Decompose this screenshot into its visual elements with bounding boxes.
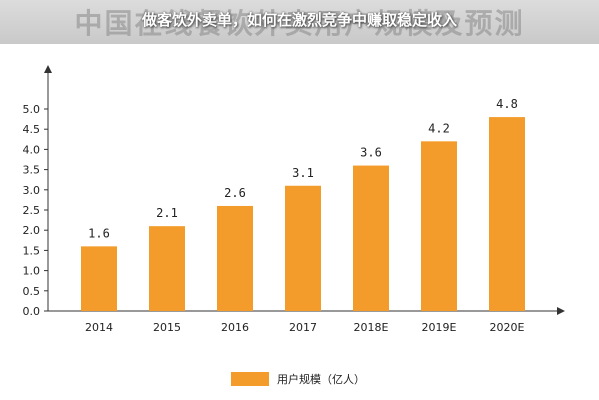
x-tick-label: 2018E	[354, 321, 389, 334]
background-title: 中国在线餐饮外卖用户规模及预测	[74, 7, 525, 40]
x-tick-label: 2015	[153, 321, 181, 334]
bars: 1.6 2.1 2.6 3.1 3.6 4.2 4.8	[81, 97, 525, 311]
y-tick-label: 0.0	[23, 305, 41, 318]
legend-label: 用户规模（亿人）	[277, 372, 365, 386]
data-label: 2.1	[156, 206, 178, 220]
bar-2017	[285, 185, 321, 311]
y-axis-arrow	[44, 65, 52, 73]
x-tick-label: 2016	[221, 321, 249, 334]
legend: 用户规模（亿人）	[231, 372, 365, 386]
data-label: 4.2	[428, 121, 450, 135]
bar-2019E	[421, 141, 457, 311]
data-label: 1.6	[88, 226, 110, 240]
bar-2016	[217, 205, 253, 311]
y-tick-label: 1.0	[23, 265, 41, 278]
legend-swatch	[231, 372, 269, 386]
title-bar: 中国在线餐饮外卖用户规模及预测 做客饮外卖单，如何在激烈竞争中赚取稳定收入	[0, 0, 599, 44]
x-tick-label: 2019E	[422, 321, 457, 334]
y-tick-label: 1.5	[23, 244, 41, 257]
bar-2015	[149, 226, 185, 311]
data-label: 3.1	[292, 166, 314, 180]
y-tick-label: 3.5	[23, 164, 41, 177]
y-tick-label: 0.5	[23, 285, 41, 298]
bar-2018E	[353, 165, 389, 311]
data-label: 2.6	[224, 186, 246, 200]
overlay-title: 做客饮外卖单，如何在激烈竞争中赚取稳定收入	[141, 11, 457, 29]
y-tick-label: 3.0	[23, 184, 41, 197]
y-tick-label: 4.5	[23, 123, 41, 136]
x-tick-label: 2017	[289, 321, 317, 334]
y-tick-label: 2.5	[23, 204, 41, 217]
y-tick-label: 5.0	[23, 103, 41, 116]
bar-2014	[81, 246, 117, 311]
data-label: 4.8	[496, 97, 518, 111]
y-tick-label: 2.0	[23, 224, 41, 237]
x-tick-label: 2020E	[490, 321, 525, 334]
x-axis-arrow	[557, 307, 565, 315]
data-label: 3.6	[360, 146, 382, 160]
bar-2020E	[489, 117, 525, 311]
x-tick-label: 2014	[85, 321, 113, 334]
y-tick-label: 4.0	[23, 143, 41, 156]
